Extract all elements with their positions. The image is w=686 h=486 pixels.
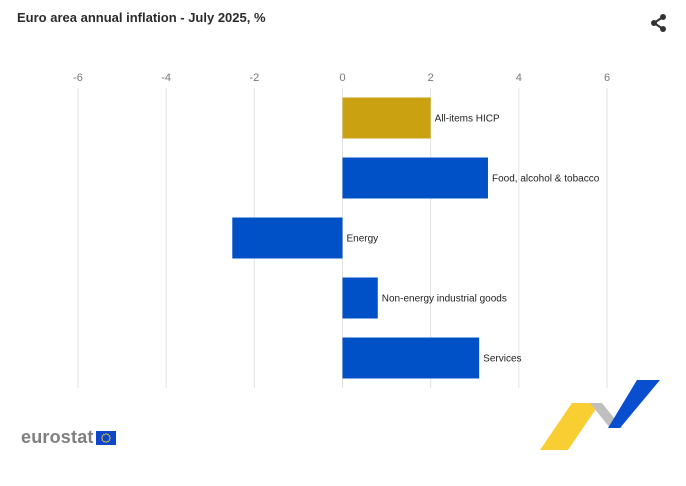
bar-label: Food, alcohol & tobacco xyxy=(492,174,600,185)
decorative-swoosh xyxy=(540,380,660,450)
bar[interactable] xyxy=(342,337,480,379)
bar[interactable] xyxy=(342,97,431,139)
eu-flag-icon xyxy=(95,430,116,445)
share-button[interactable] xyxy=(648,12,670,34)
x-tick-label: -2 xyxy=(249,72,259,84)
bar-label: Energy xyxy=(347,234,379,245)
share-icon xyxy=(651,14,666,32)
x-tick-label: 2 xyxy=(428,72,434,84)
bar-label: Services xyxy=(483,354,521,365)
bar[interactable] xyxy=(232,217,343,259)
x-tick-label: 0 xyxy=(339,72,345,84)
bar-label: All-items HICP xyxy=(435,114,500,125)
x-tick-label: 6 xyxy=(604,72,610,84)
bar-labels: All-items HICP Food, alcohol & tobacco Ene… xyxy=(347,114,600,365)
eurostat-logo: eurostat xyxy=(21,427,116,448)
x-tick-label: -4 xyxy=(161,72,171,84)
bars xyxy=(232,97,488,379)
bar-chart: -6 -4 -2 0 2 4 6 All-items HICP Food, alcohol &… xyxy=(73,72,610,388)
chart-title: Euro area annual inflation - July 2025, … xyxy=(17,10,266,25)
bar-label: Non-energy industrial goods xyxy=(382,294,507,305)
brand-name: eurostat xyxy=(21,427,94,447)
x-tick-label: 4 xyxy=(516,72,522,84)
bar[interactable] xyxy=(342,157,488,199)
x-tick-label: -6 xyxy=(73,72,83,84)
bar[interactable] xyxy=(342,277,378,319)
x-axis-ticks: -6 -4 -2 0 2 4 6 xyxy=(73,72,610,84)
